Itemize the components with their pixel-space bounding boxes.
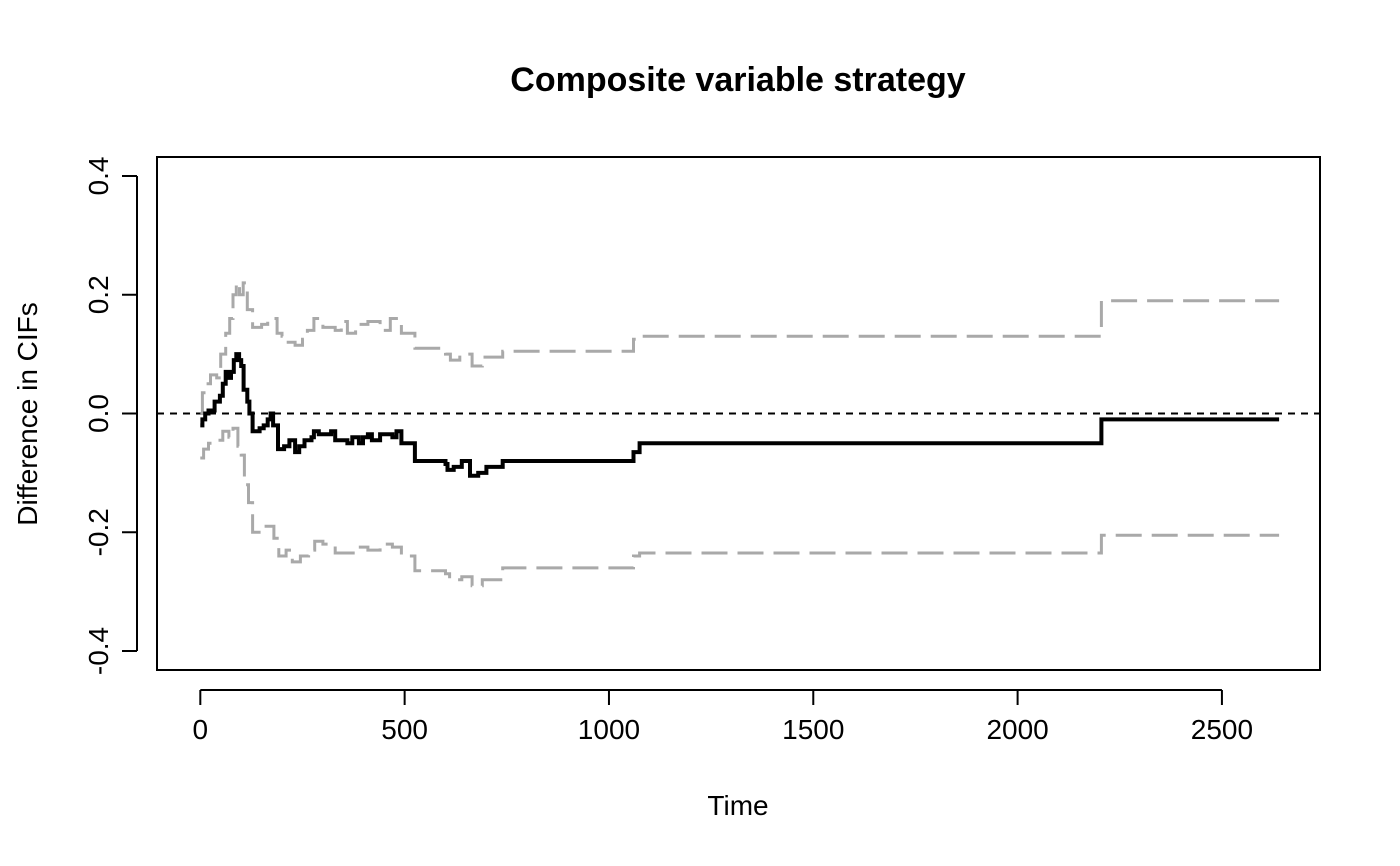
lower-band-line bbox=[200, 426, 1280, 588]
y-axis-label: Difference in CIFs bbox=[12, 302, 43, 526]
y-tick-label: 0.4 bbox=[83, 157, 114, 196]
x-tick-label: 2500 bbox=[1191, 714, 1253, 745]
chart-title: Composite variable strategy bbox=[510, 61, 965, 99]
x-tick-label: 2000 bbox=[986, 714, 1048, 745]
x-tick-label: 0 bbox=[193, 714, 209, 745]
y-tick-label: 0.2 bbox=[83, 275, 114, 314]
y-tick-label: 0.0 bbox=[83, 394, 114, 433]
axes: 0 500 1000 1500 2000 2500 -0.4 -0.2 0.0 0.2 0.4 bbox=[83, 156, 1321, 745]
plot-area bbox=[157, 281, 1320, 588]
y-tick-label: -0.4 bbox=[83, 627, 114, 675]
upper-band-line bbox=[200, 281, 1280, 415]
plot-box bbox=[156, 156, 1321, 671]
x-axis-label: Time bbox=[707, 790, 768, 821]
y-tick-label: -0.2 bbox=[83, 508, 114, 556]
x-tick-label: 500 bbox=[381, 714, 428, 745]
x-tick-label: 1500 bbox=[782, 714, 844, 745]
estimate-line bbox=[200, 352, 1280, 478]
x-tick-label: 1000 bbox=[578, 714, 640, 745]
